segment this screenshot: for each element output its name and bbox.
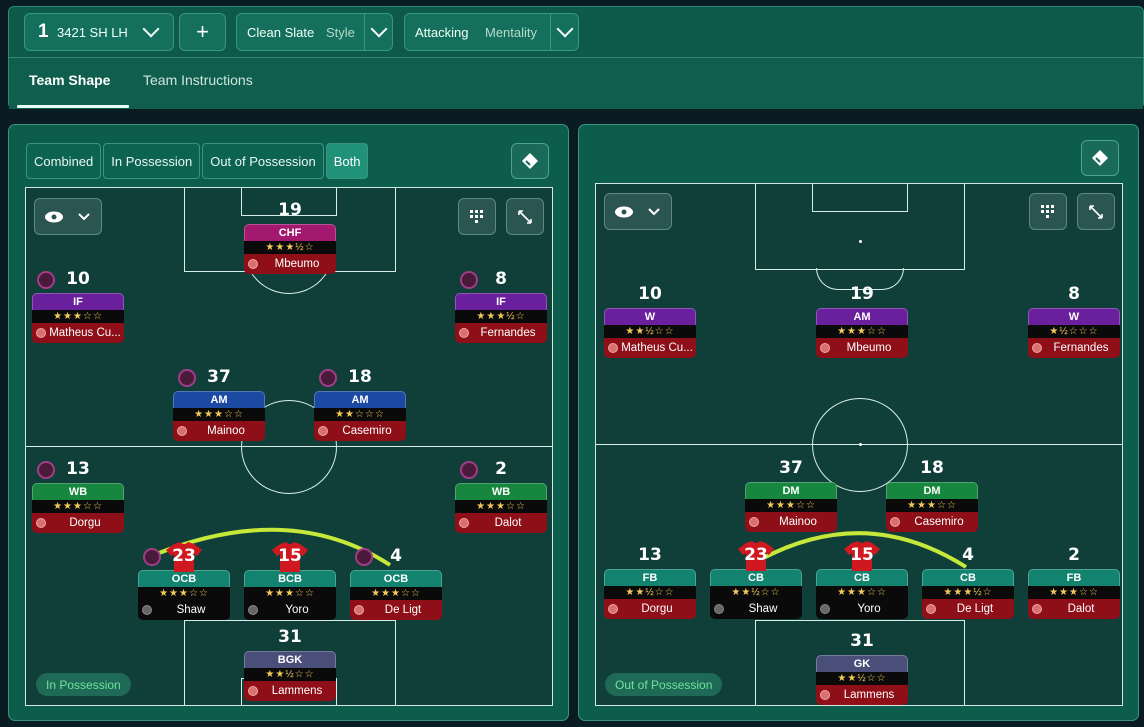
shirt-icon — [272, 542, 308, 572]
avatar — [36, 328, 46, 338]
style-value: Clean Slate — [247, 24, 315, 40]
tactics-header: 1 3421 SH LH + Clean Slate Style Attacki… — [8, 6, 1144, 109]
cb-link-arc — [755, 531, 968, 569]
instruction-icon — [460, 271, 478, 289]
tab-team-instructions[interactable]: Team Instructions — [143, 72, 253, 88]
grid-icon[interactable] — [1029, 193, 1067, 230]
style-label: Style — [326, 24, 355, 40]
avatar — [749, 517, 759, 527]
tab-team-shape[interactable]: Team Shape — [29, 72, 111, 88]
add-tactic-button[interactable]: + — [179, 13, 226, 51]
tactic-selector[interactable]: 1 3421 SH LH — [24, 13, 174, 51]
player-card[interactable]: 18 DM ★★★☆☆ Casemiro — [886, 458, 978, 532]
in-possession-panel: Combined In Possession Out of Possession… — [8, 124, 569, 721]
avatar — [926, 604, 936, 614]
instruction-icon — [460, 461, 478, 479]
mentality-value: Attacking — [415, 24, 469, 40]
player-card[interactable]: 2 WB ★★★☆☆ Dalot — [455, 459, 547, 533]
eraser-icon[interactable] — [1081, 140, 1119, 176]
filter-out-of-possession[interactable]: Out of Possession — [202, 143, 324, 179]
avatar — [820, 604, 830, 614]
tactic-number: 1 — [38, 21, 49, 42]
avatar — [1032, 604, 1042, 614]
active-tab-indicator — [17, 105, 129, 108]
player-card[interactable]: 13 WB ★★★☆☆ Dorgu — [32, 459, 124, 533]
tab-bar: Team Shape Team Instructions — [9, 57, 1143, 109]
avatar — [820, 343, 830, 353]
expand-icon[interactable] — [1077, 193, 1115, 230]
player-card[interactable]: 4 OCB ★★★☆☆ De Ligt — [350, 546, 442, 620]
player-card[interactable]: 31 GK ★★½☆☆ Lammens — [816, 631, 908, 705]
player-card[interactable]: 10 W ★★½☆☆ Matheus Cu... — [604, 284, 696, 358]
player-card[interactable]: 8 IF ★★★½☆ Fernandes — [455, 269, 547, 343]
avatar — [608, 343, 618, 353]
player-card[interactable]: 37 DM ★★★☆☆ Mainoo — [745, 458, 837, 532]
player-card[interactable]: 23 CB ★★½☆☆ Shaw — [710, 541, 802, 619]
instruction-icon — [319, 369, 337, 387]
player-card[interactable]: 4 CB ★★★½☆ De Ligt — [922, 545, 1014, 619]
phase-badge: In Possession — [36, 673, 131, 696]
instruction-icon — [355, 548, 373, 566]
view-options-button[interactable] — [34, 198, 102, 235]
instruction-icon — [178, 369, 196, 387]
avatar — [142, 605, 152, 615]
view-options-button[interactable] — [604, 193, 672, 230]
pitch-left: 19 CHF ★★★½☆ Mbeumo 10 IF ★★★☆☆ Matheus … — [25, 187, 553, 706]
player-card[interactable]: 15 BCB ★★★☆☆ Yoro — [244, 542, 336, 620]
avatar — [890, 517, 900, 527]
player-card[interactable]: 19 CHF ★★★½☆ Mbeumo — [244, 200, 336, 274]
avatar — [459, 518, 469, 528]
avatar — [36, 518, 46, 528]
avatar — [177, 426, 187, 436]
player-card[interactable]: 37 AM ★★★☆☆ Mainoo — [173, 367, 265, 441]
out-of-possession-panel: 10 W ★★½☆☆ Matheus Cu... 19 AM ★★★☆☆ Mbe… — [578, 124, 1139, 721]
mentality-label: Mentality — [485, 24, 538, 40]
player-card[interactable]: 8 W ★½☆☆☆ Fernandes — [1028, 284, 1120, 358]
mentality-selector[interactable]: Attacking Mentality — [404, 13, 579, 51]
style-selector[interactable]: Clean Slate Style — [236, 13, 393, 51]
eraser-icon[interactable] — [511, 143, 549, 179]
add-label: + — [196, 19, 209, 44]
phase-filter: Combined In Possession Out of Possession… — [26, 143, 369, 179]
chevron-down-icon — [370, 20, 388, 38]
phase-badge: Out of Possession — [605, 673, 723, 696]
avatar — [1032, 343, 1042, 353]
avatar — [608, 604, 618, 614]
player-card[interactable]: 15 CB ★★★☆☆ Yoro — [816, 541, 908, 619]
avatar — [459, 328, 469, 338]
avatar — [248, 686, 258, 696]
filter-in-possession[interactable]: In Possession — [103, 143, 201, 179]
tactic-name: 3421 SH LH — [57, 24, 128, 40]
player-card[interactable]: 10 IF ★★★☆☆ Matheus Cu... — [32, 269, 124, 343]
grid-icon[interactable] — [458, 198, 496, 235]
shirt-icon — [844, 541, 880, 571]
avatar — [714, 604, 724, 614]
avatar — [248, 259, 258, 269]
avatar — [318, 426, 328, 436]
expand-icon[interactable] — [506, 198, 544, 235]
chevron-down-icon — [142, 20, 160, 38]
chevron-down-icon — [556, 20, 574, 38]
shirt-icon — [166, 542, 202, 572]
instruction-icon — [143, 548, 161, 566]
player-card[interactable]: 13 FB ★★½☆☆ Dorgu — [604, 545, 696, 619]
instruction-icon — [37, 271, 55, 289]
instruction-icon — [37, 461, 55, 479]
player-card[interactable]: 18 AM ★★☆☆☆ Casemiro — [314, 367, 406, 441]
filter-combined[interactable]: Combined — [26, 143, 102, 179]
avatar — [354, 605, 364, 615]
shirt-icon — [738, 541, 774, 571]
player-card[interactable]: 19 AM ★★★☆☆ Mbeumo — [816, 284, 908, 358]
pitch-right: 10 W ★★½☆☆ Matheus Cu... 19 AM ★★★☆☆ Mbe… — [595, 183, 1123, 706]
player-card[interactable]: 31 BGK ★★½☆☆ Lammens — [244, 627, 336, 701]
filter-both[interactable]: Both — [325, 143, 369, 179]
avatar — [820, 690, 830, 700]
player-card[interactable]: 2 FB ★★★☆☆ Dalot — [1028, 545, 1120, 619]
avatar — [248, 605, 258, 615]
player-card[interactable]: 23 OCB ★★★☆☆ Shaw — [138, 542, 230, 620]
